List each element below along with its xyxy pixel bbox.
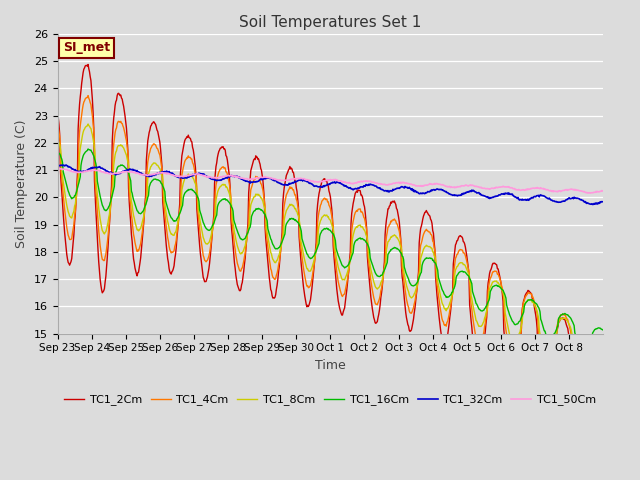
TC1_50Cm: [218, 174, 226, 180]
TC1_32Cm: [598, 199, 606, 204]
TC1_2Cm: [246, 180, 253, 186]
TC1_16Cm: [387, 247, 395, 252]
TC1_16Cm: [218, 197, 226, 203]
TC1_32Cm: [246, 179, 253, 185]
TC1_8Cm: [84, 121, 92, 127]
Text: SI_met: SI_met: [63, 41, 110, 54]
TC1_8Cm: [218, 182, 226, 188]
TC1_16Cm: [266, 233, 274, 239]
TC1_50Cm: [118, 169, 126, 175]
TC1_4Cm: [54, 121, 61, 127]
TC1_2Cm: [54, 108, 61, 114]
TC1_4Cm: [246, 199, 253, 205]
TC1_2Cm: [118, 96, 126, 102]
TC1_32Cm: [417, 191, 425, 196]
Line: TC1_2Cm: TC1_2Cm: [58, 64, 602, 444]
TC1_16Cm: [54, 149, 61, 155]
TC1_2Cm: [598, 357, 606, 362]
TC1_4Cm: [118, 120, 126, 126]
X-axis label: Time: Time: [315, 359, 346, 372]
TC1_4Cm: [387, 218, 395, 224]
Line: TC1_16Cm: TC1_16Cm: [58, 149, 602, 352]
Line: TC1_32Cm: TC1_32Cm: [58, 165, 602, 204]
TC1_32Cm: [118, 169, 126, 175]
TC1_8Cm: [417, 253, 425, 259]
TC1_4Cm: [218, 164, 226, 170]
TC1_50Cm: [55, 166, 63, 171]
TC1_8Cm: [118, 143, 126, 148]
TC1_4Cm: [417, 240, 425, 246]
TC1_8Cm: [54, 135, 61, 141]
TC1_8Cm: [246, 221, 253, 227]
TC1_8Cm: [598, 338, 606, 344]
TC1_50Cm: [598, 188, 606, 194]
TC1_2Cm: [417, 223, 425, 229]
TC1_2Cm: [387, 199, 395, 205]
TC1_50Cm: [246, 177, 253, 182]
TC1_32Cm: [266, 176, 274, 181]
TC1_16Cm: [118, 162, 126, 168]
TC1_50Cm: [587, 190, 595, 196]
TC1_4Cm: [598, 341, 606, 347]
TC1_16Cm: [84, 146, 92, 152]
TC1_16Cm: [417, 269, 425, 275]
Line: TC1_4Cm: TC1_4Cm: [58, 96, 602, 404]
Y-axis label: Soil Temperature (C): Soil Temperature (C): [15, 120, 28, 248]
TC1_32Cm: [218, 176, 226, 182]
TC1_8Cm: [579, 375, 586, 381]
TC1_2Cm: [84, 61, 92, 67]
TC1_2Cm: [266, 280, 274, 286]
TC1_32Cm: [387, 188, 395, 194]
TC1_50Cm: [266, 175, 274, 181]
TC1_32Cm: [54, 163, 61, 168]
TC1_16Cm: [580, 349, 588, 355]
TC1_32Cm: [62, 162, 70, 168]
TC1_2Cm: [218, 144, 226, 150]
TC1_16Cm: [246, 225, 253, 231]
TC1_2Cm: [577, 441, 585, 447]
TC1_50Cm: [417, 183, 425, 189]
TC1_16Cm: [598, 327, 606, 333]
TC1_8Cm: [266, 245, 274, 251]
Title: Soil Temperatures Set 1: Soil Temperatures Set 1: [239, 15, 421, 30]
TC1_8Cm: [387, 234, 395, 240]
TC1_50Cm: [54, 167, 61, 172]
TC1_50Cm: [387, 181, 395, 187]
Line: TC1_8Cm: TC1_8Cm: [58, 124, 602, 378]
TC1_32Cm: [589, 202, 596, 207]
TC1_4Cm: [577, 401, 585, 407]
Legend: TC1_2Cm, TC1_4Cm, TC1_8Cm, TC1_16Cm, TC1_32Cm, TC1_50Cm: TC1_2Cm, TC1_4Cm, TC1_8Cm, TC1_16Cm, TC1…: [60, 390, 600, 410]
TC1_4Cm: [266, 261, 274, 266]
TC1_4Cm: [84, 93, 92, 98]
Line: TC1_50Cm: TC1_50Cm: [58, 168, 602, 193]
